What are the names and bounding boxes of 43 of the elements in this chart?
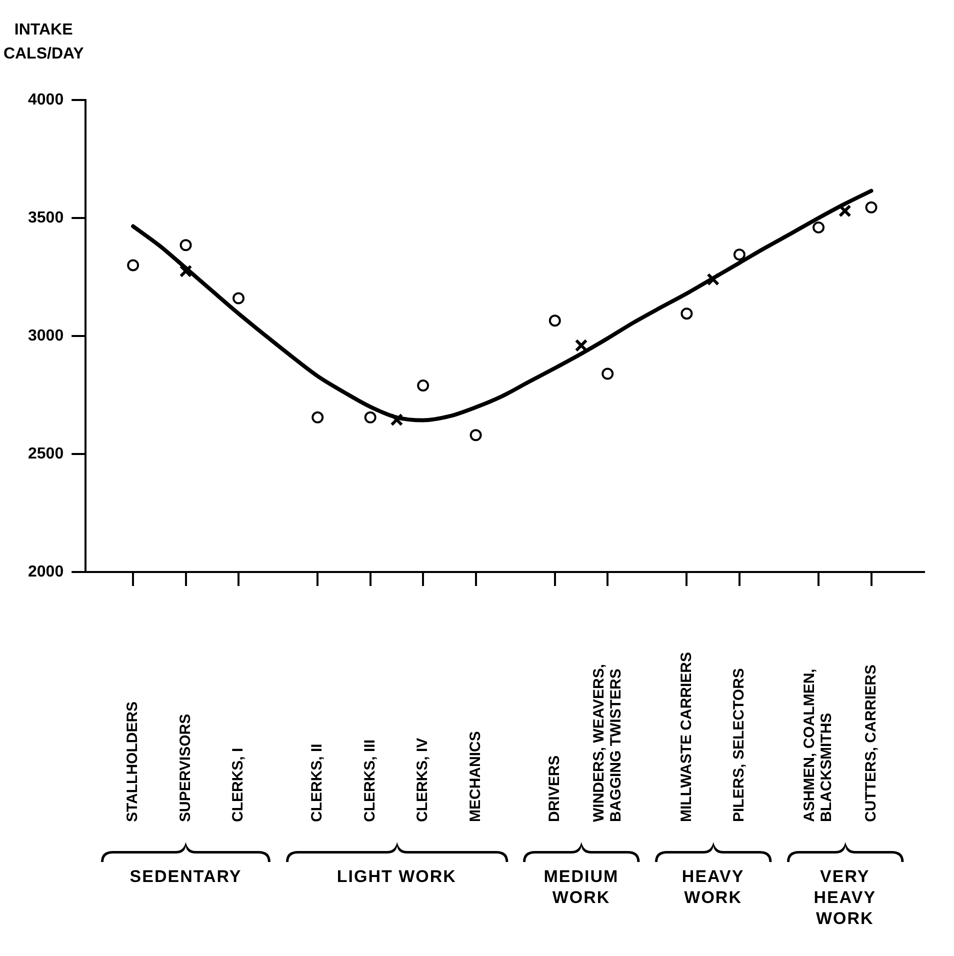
y-tick-label: 3500	[28, 209, 64, 226]
point	[574, 338, 588, 352]
point	[180, 239, 192, 252]
x-tick-label: STALLHOLDERS	[124, 701, 142, 822]
y-tick-label: 2500	[28, 445, 64, 462]
x-tick-label: WINDERS, WEAVERS, BAGGING TWISTERS	[590, 664, 624, 822]
text: SEDENTARY	[128, 866, 243, 887]
point	[390, 413, 404, 426]
point	[680, 308, 693, 320]
x-tick-label: DRIVERS	[546, 755, 564, 822]
point	[470, 429, 482, 442]
x-tick-label: CUTTERS, CARRIERS	[862, 664, 880, 822]
point	[417, 380, 430, 392]
y-tick-label: 3000	[28, 327, 64, 344]
y-tick-label: 2000	[28, 563, 64, 580]
x-tick-label: MILLWASTE CARRIERS	[678, 652, 695, 822]
text: HEAVY WORK	[682, 867, 744, 907]
point	[548, 314, 561, 327]
point	[812, 221, 825, 234]
x-tick-label: SUPERVISORS	[176, 714, 194, 822]
point	[706, 272, 720, 286]
point	[127, 259, 140, 272]
point	[312, 411, 324, 424]
point	[733, 248, 746, 261]
x-tick-label: ASHMEN, COALMEN, BLACKSMITHS	[801, 668, 836, 822]
text: LIGHT WORK	[336, 866, 458, 887]
x-tick-label: CLERKS, I	[230, 748, 247, 822]
y-axis-title: INTAKE CALS/DAY	[3, 21, 84, 62]
x-tick-label: CLERKS, II	[308, 744, 326, 822]
point	[602, 368, 614, 380]
text: VERY HEAVY WORK	[812, 866, 878, 929]
x-tick-label: MECHANICS	[466, 731, 484, 822]
point	[179, 264, 192, 278]
point	[232, 292, 245, 304]
x-tick-label: CLERKS, III	[361, 739, 378, 822]
y-tick-label: 4000	[28, 91, 64, 108]
line-series	[131, 188, 874, 422]
point	[838, 204, 852, 218]
x-tick-label: CLERKS, IV	[414, 738, 432, 822]
point	[364, 411, 376, 424]
point	[865, 201, 878, 214]
x-tick-label: PILERS, SELECTORS	[730, 668, 748, 822]
text: MEDIUM WORK	[542, 866, 620, 908]
